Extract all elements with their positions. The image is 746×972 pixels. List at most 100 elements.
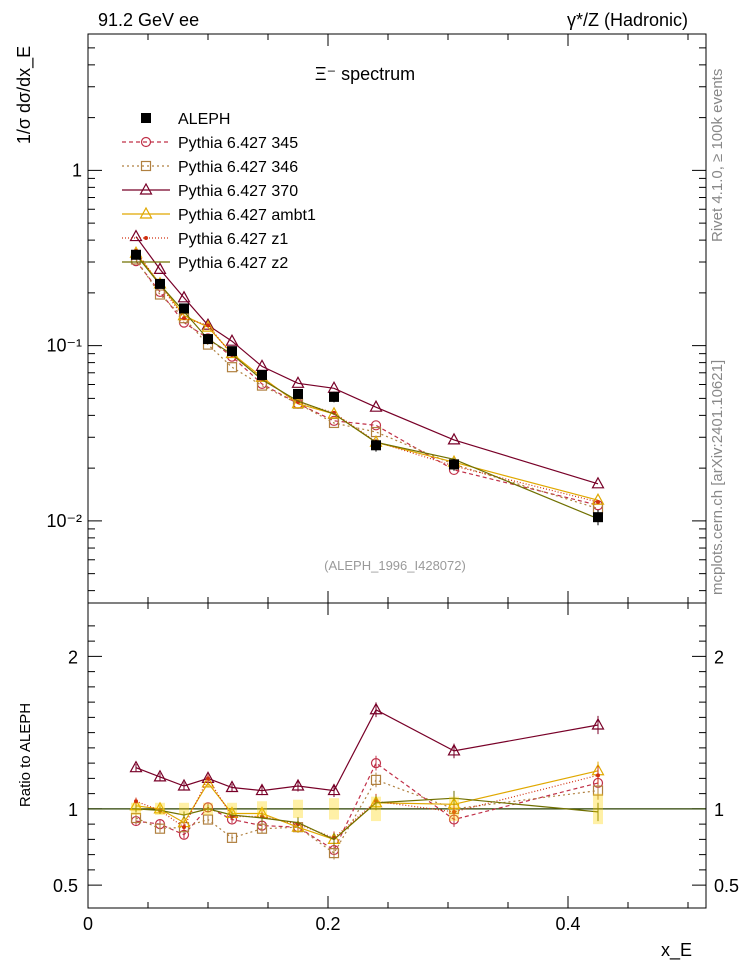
legend-label-1: Pythia 6.427 346 [178, 159, 298, 176]
series-point-ratio [154, 823, 166, 834]
series-point-ratio [596, 773, 600, 778]
data-point [203, 334, 213, 345]
ratio-plot-frame [87, 602, 707, 909]
x-tick-label: 0 [83, 914, 93, 934]
series-point-ratio [452, 809, 456, 814]
series-point-main [291, 376, 305, 388]
energy-label: 91.2 GeV ee [98, 10, 199, 30]
series-line-main-0 [135, 260, 599, 506]
series-point-ratio [256, 823, 268, 834]
series-line-ratio-4 [135, 774, 599, 839]
ratio-tick-label-right: 0.5 [714, 876, 739, 896]
ratio-axis-label: Ratio to ALEPH [17, 703, 34, 807]
data-point [131, 249, 141, 260]
data-ratio-band [155, 802, 165, 815]
series-point-ratio [291, 778, 305, 791]
data-ratio-band [131, 802, 141, 815]
legend-marker-3 [139, 206, 153, 219]
legend-label-0: Pythia 6.427 345 [178, 135, 298, 152]
series-point-ratio [129, 760, 143, 773]
series-point-ratio [134, 799, 138, 804]
series-point-main [226, 362, 238, 373]
data-point [293, 388, 303, 399]
data-ratio-band [179, 802, 189, 815]
series-point-ratio [201, 775, 215, 788]
data-ratio-band [449, 796, 459, 822]
series-point-ratio [370, 774, 382, 786]
y-tick-label: 1 [72, 160, 82, 180]
series-point-main [369, 399, 383, 412]
series-point-main [154, 289, 166, 300]
data-point [593, 512, 603, 523]
source-credit: mcplots.cern.ch [arXiv:2401.10621] [709, 360, 726, 595]
series-point-main [447, 432, 461, 445]
legend-label-5: Pythia 6.427 z2 [178, 255, 288, 272]
x-tick-label: 0.2 [315, 914, 340, 934]
legend-marker-0 [140, 136, 152, 148]
data-ratio-band [593, 793, 603, 825]
x-tick-label: 0.4 [555, 914, 580, 934]
series-point-main [201, 317, 215, 330]
data-point [449, 459, 459, 470]
series-line-main-4 [135, 250, 599, 503]
series-point-main [591, 492, 605, 505]
series-line-ratio-0 [135, 762, 599, 851]
series-point-ratio [202, 814, 214, 825]
series-point-main [177, 290, 191, 303]
legend-marker-4 [144, 236, 148, 240]
series-line-ratio-1 [135, 779, 599, 854]
series-point-main [129, 229, 143, 242]
series-point-main [153, 262, 167, 275]
series-point-ratio [327, 783, 341, 796]
series-point-ratio [369, 702, 383, 715]
main-series-group [129, 229, 605, 526]
series-point-main [596, 500, 600, 505]
ratio-axis-ticks: 0 0.2 0.4 0.5 0.5 1 1 2 2 [53, 603, 739, 934]
rivet-credit: Rivet 4.1.0, ≥ 100k events [709, 69, 726, 242]
data-point [179, 303, 189, 314]
series-line-main-5 [135, 254, 599, 520]
data-ratio-band [293, 799, 303, 819]
data-point [227, 346, 237, 357]
data-ratio-band [257, 801, 267, 817]
ratio-tick-label-left: 2 [68, 647, 78, 667]
data-ratio-band [329, 798, 339, 820]
series-point-ratio [225, 780, 239, 793]
data-point [155, 278, 165, 289]
chart-title: Ξ⁻ spectrum [315, 64, 415, 84]
series-point-main [370, 420, 382, 431]
data-point [257, 369, 267, 380]
legend-label-4: Pythia 6.427 z1 [178, 231, 288, 248]
series-point-ratio [177, 778, 191, 791]
ratio-tick-label-right: 2 [714, 647, 724, 667]
legend-label-3: Pythia 6.427 ambt1 [178, 207, 316, 224]
legend-marker-1 [140, 160, 152, 172]
series-point-ratio [255, 783, 269, 796]
legend-marker-2 [139, 182, 153, 195]
data-ratio-band [203, 802, 213, 815]
x-axis-label: x_E [661, 940, 692, 961]
series-point-main [182, 316, 186, 321]
process-label: γ*/Z (Hadronic) [567, 10, 688, 30]
series-point-main [225, 333, 239, 346]
ratio-tick-label-left: 0.5 [53, 876, 78, 896]
analysis-annotation: (ALEPH_1996_I428072) [324, 558, 466, 573]
data-ratio-band [227, 802, 237, 815]
series-point-ratio [182, 825, 186, 830]
series-line-main-1 [135, 259, 599, 510]
series-point-ratio [153, 769, 167, 782]
series-point-ratio [226, 832, 238, 843]
ratio-series-group [88, 702, 706, 860]
series-line-main-2 [135, 236, 599, 485]
series-point-ratio [328, 847, 340, 859]
legend-label-2: Pythia 6.427 370 [178, 183, 298, 200]
series-point-ratio [206, 776, 210, 781]
main-axis-ticks: 10⁻² 10⁻¹ 1 [46, 33, 706, 603]
y-tick-label: 10⁻¹ [46, 336, 82, 356]
data-ratio-band [371, 796, 381, 822]
series-point-ratio [447, 743, 461, 756]
series-point-main [591, 476, 605, 489]
y-axis-label: 1/σ dσ/dx_E [14, 46, 35, 144]
series-point-ratio [592, 785, 604, 796]
